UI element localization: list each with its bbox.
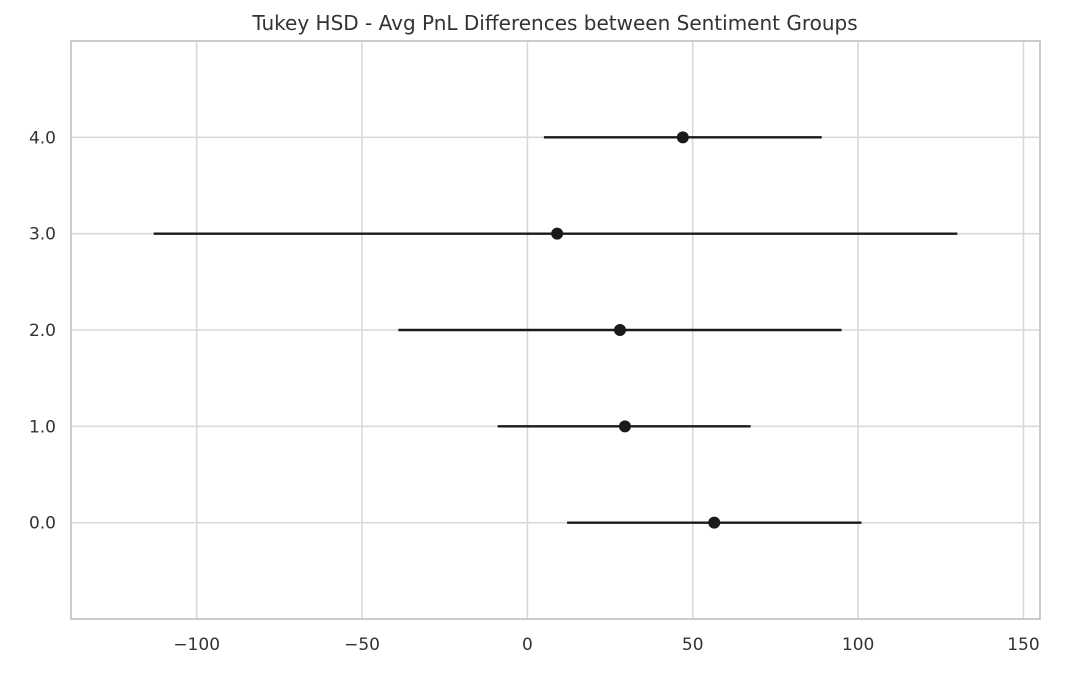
x-tick-label: 50: [682, 635, 704, 655]
mean-point: [676, 131, 689, 144]
x-tick-label: −50: [344, 635, 380, 655]
y-tick-label: 2.0: [29, 321, 56, 341]
mean-point: [613, 324, 626, 336]
chart-title: Tukey HSD - Avg PnL Differences between …: [251, 11, 857, 35]
x-tick-label: −100: [173, 635, 220, 655]
x-tick-label: 0: [522, 635, 533, 655]
mean-point: [551, 227, 564, 240]
mean-point: [708, 516, 721, 529]
confidence-intervals: [153, 131, 958, 529]
y-tick-label: 4.0: [29, 128, 56, 148]
x-tick-label: 150: [1007, 635, 1039, 655]
axis-tick-labels: −100 −50 0 50 100 150 0.0 1.0 2.0 3.0 4.0: [29, 128, 1040, 655]
x-tick-label: 100: [842, 635, 874, 655]
y-tick-label: 1.0: [29, 417, 56, 437]
y-tick-label: 0.0: [29, 514, 56, 534]
plot-frame: [70, 40, 1041, 620]
y-tick-label: 3.0: [29, 225, 56, 245]
mean-point: [618, 420, 631, 433]
